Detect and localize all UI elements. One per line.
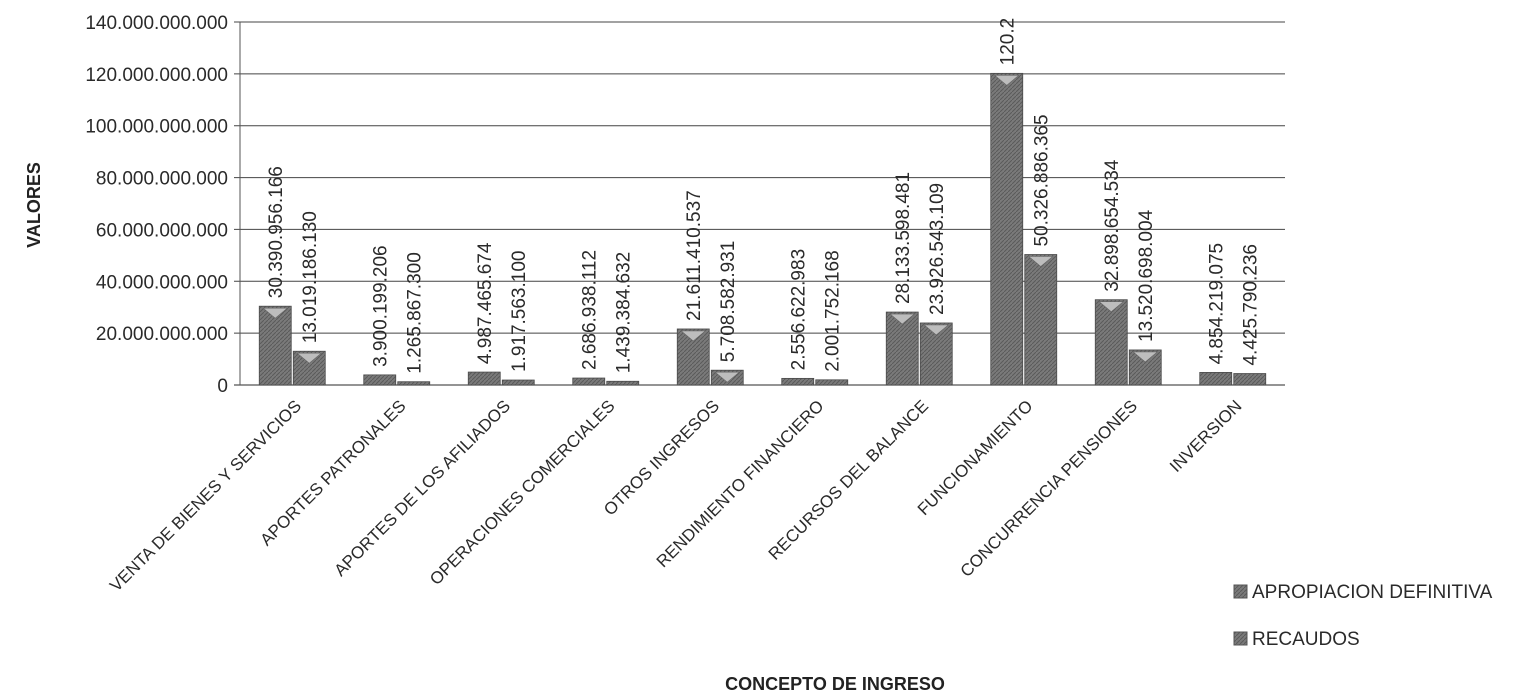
data-label: 3.900.199.206 <box>371 245 392 367</box>
bar <box>1024 254 1058 386</box>
data-label: 5.708.582.931 <box>718 241 739 363</box>
x-category-label: RENDIMIENTO FINANCIERO <box>653 396 828 571</box>
bar-cap-marker <box>923 324 950 336</box>
y-tick-label: 60.000.000.000 <box>96 220 228 241</box>
legend: APROPIACION DEFINITIVA RECAUDOS <box>1233 582 1493 650</box>
bar <box>815 379 849 386</box>
data-label: 21.611.410.537 <box>684 190 705 321</box>
bar <box>1233 373 1267 386</box>
legend-swatch-apropiacion <box>1233 584 1248 599</box>
y-tick-label: 0 <box>217 376 228 397</box>
bar-cap-marker <box>1027 256 1054 267</box>
x-category-label: CONCURRENCIA PENSIONES <box>957 396 1141 580</box>
data-label: 1.439.384.632 <box>614 252 635 374</box>
y-tick-label: 20.000.000.000 <box>96 324 228 345</box>
bar <box>501 379 535 386</box>
bar <box>397 381 431 386</box>
bar <box>1094 299 1128 386</box>
bar-cap-marker <box>714 371 741 383</box>
bar-cap-marker <box>993 75 1020 86</box>
bar <box>258 305 292 386</box>
legend-label-apropiacion: APROPIACION DEFINITIVA <box>1252 582 1493 603</box>
data-label: 28.133.598.481 <box>893 172 914 304</box>
data-label: 13.520.698.004 <box>1136 209 1157 342</box>
data-label: 32.898.654.534 <box>1102 159 1123 292</box>
data-label: 1.265.867.300 <box>405 252 426 374</box>
data-label: 2.556.622.983 <box>789 249 810 371</box>
x-category-label: VENTA DE BIENES Y SERVICIOS <box>106 396 305 595</box>
data-label: 2.001.752.168 <box>823 250 844 372</box>
y-tick-label: 80.000.000.000 <box>96 169 228 190</box>
data-label: 4.854.219.075 <box>1207 243 1228 365</box>
bar-cap-marker <box>262 307 289 319</box>
data-label: 120.2 <box>998 18 1019 66</box>
x-category-label: INVERSION <box>1166 396 1246 476</box>
bar-cap-marker <box>296 352 323 364</box>
y-tick-label: 140.000.000.000 <box>85 13 228 34</box>
y-tick-label: 120.000.000.000 <box>85 65 228 86</box>
bar-cap-marker <box>1098 301 1125 313</box>
bar <box>990 72 1024 386</box>
data-label: 23.926.543.109 <box>927 183 948 315</box>
x-category-label: OTROS INGRESOS <box>600 396 723 519</box>
bar <box>467 371 501 386</box>
data-labels: 30.390.956.166 13.019.186.130 3.900.199.20… <box>266 18 1262 374</box>
data-label: 4.425.790.236 <box>1241 244 1262 366</box>
bar <box>1199 372 1233 386</box>
bar-cap-marker <box>680 330 707 342</box>
y-axis-title: VALORES <box>24 162 44 248</box>
x-axis-title: CONCEPTO DE INGRESO <box>725 674 945 694</box>
bar <box>919 322 953 386</box>
legend-label-recaudos: RECAUDOS <box>1252 629 1360 650</box>
x-category-label: FUNCIONAMIENTO <box>914 396 1037 519</box>
x-category-label: OPERACIONES COMERCIALES <box>426 396 618 588</box>
data-label: 2.686.938.112 <box>580 250 601 370</box>
bar <box>781 377 815 386</box>
data-label: 30.390.956.166 <box>266 166 287 298</box>
bar <box>676 328 710 386</box>
bars <box>258 72 1267 386</box>
bar <box>572 377 606 386</box>
data-label: 1.917.563.100 <box>509 251 530 373</box>
y-tick-label: 40.000.000.000 <box>96 272 228 293</box>
bar-cap-marker <box>1132 351 1159 363</box>
y-axis-ticks: 0 20.000.000.000 40.000.000.000 60.000.000.… <box>85 13 228 397</box>
bar-cap-marker <box>889 313 916 325</box>
data-label: 4.987.465.674 <box>475 242 496 364</box>
bar <box>363 374 397 386</box>
y-tick-label: 100.000.000.000 <box>85 117 228 138</box>
legend-swatch-recaudos <box>1233 631 1248 646</box>
data-label: 13.019.186.130 <box>300 211 321 343</box>
data-label: 50.326.886.365 <box>1032 114 1053 246</box>
bar <box>606 380 640 386</box>
x-category-label: APORTES DE LOS AFILIADOS <box>331 396 515 580</box>
